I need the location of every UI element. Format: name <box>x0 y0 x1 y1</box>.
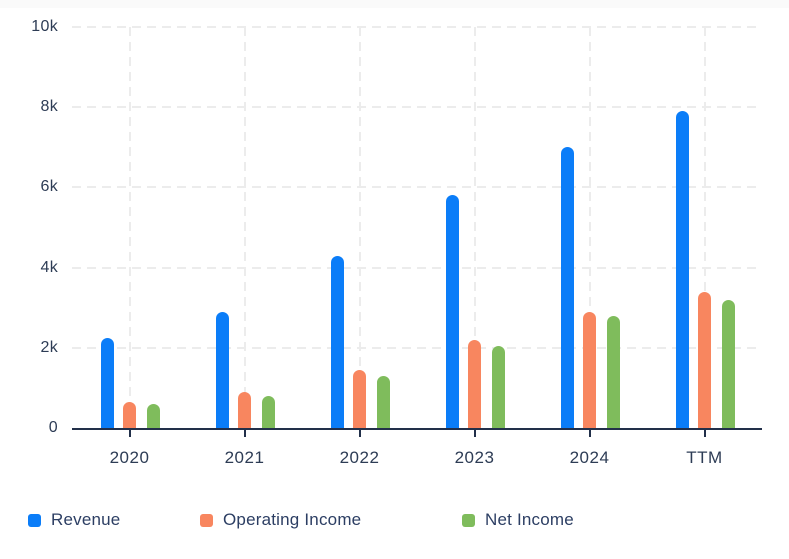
gridline-vertical-TTM <box>703 27 706 428</box>
bar-revenue-2022[interactable] <box>330 256 344 428</box>
y-axis-label-6k: 6k <box>40 178 58 196</box>
gridline-vertical-2021 <box>243 27 246 428</box>
gridline-vertical-2023 <box>473 27 476 428</box>
gridline-vertical-2024 <box>588 27 591 428</box>
bar-operating-income-2023[interactable] <box>468 340 481 428</box>
gridline-horizontal-4k <box>72 266 762 269</box>
x-axis-tick-2021 <box>243 428 246 437</box>
x-axis-label-2021: 2021 <box>224 448 265 467</box>
x-axis-tick-2023 <box>473 428 476 437</box>
bar-group-2024 <box>0 27 789 428</box>
x-axis-tick-2022 <box>358 428 361 437</box>
bar-net-income-2021[interactable] <box>261 396 275 428</box>
bar-net-income-ttm[interactable] <box>721 300 735 428</box>
gridline-horizontal-2k <box>72 346 762 349</box>
gridline-horizontal-8k <box>72 106 762 109</box>
y-axis-label-2k: 2k <box>40 338 58 356</box>
y-axis-label-8k: 8k <box>40 98 58 116</box>
bar-revenue-2020[interactable] <box>100 338 114 428</box>
bar-revenue-2024[interactable] <box>560 147 574 428</box>
chart-legend: Revenue Operating Income Net Income <box>0 510 789 536</box>
bar-group-2023 <box>0 27 789 428</box>
x-axis-tick-TTM <box>703 428 706 437</box>
legend-swatch-net-income <box>462 513 475 527</box>
page-top-edge <box>0 0 789 8</box>
bar-operating-income-2022[interactable] <box>353 370 366 428</box>
bar-group-2021 <box>0 27 789 428</box>
bar-operating-income-2020[interactable] <box>123 402 136 428</box>
x-axis-label-TTM: TTM <box>686 448 723 467</box>
bar-operating-income-ttm[interactable] <box>698 292 711 428</box>
bar-net-income-2023[interactable] <box>491 346 505 428</box>
x-axis-line <box>72 428 762 430</box>
legend-item-revenue[interactable]: Revenue <box>28 510 120 530</box>
legend-item-net-income[interactable]: Net Income <box>462 510 574 530</box>
bar-group-TTM <box>0 27 789 428</box>
legend-item-operating-income[interactable]: Operating Income <box>200 510 361 530</box>
bar-net-income-2024[interactable] <box>606 316 620 428</box>
x-axis-tick-2024 <box>588 428 591 437</box>
bar-revenue-ttm[interactable] <box>675 111 689 428</box>
legend-label: Net Income <box>485 510 574 529</box>
bar-operating-income-2021[interactable] <box>238 392 251 428</box>
bar-net-income-2020[interactable] <box>146 404 160 428</box>
bar-group-2022 <box>0 27 789 428</box>
legend-label: Revenue <box>51 510 121 529</box>
bar-net-income-2022[interactable] <box>376 376 390 428</box>
y-axis-label-0: 0 <box>48 419 58 436</box>
legend-swatch-operating-income <box>200 513 213 527</box>
gridline-horizontal-10k <box>72 26 762 28</box>
x-axis-label-2023: 2023 <box>454 448 495 467</box>
bar-revenue-2023[interactable] <box>445 195 459 428</box>
gridline-horizontal-6k <box>72 186 762 189</box>
gridline-vertical-2020 <box>128 27 131 428</box>
bar-group-2020 <box>0 27 789 428</box>
x-axis-tick-2020 <box>128 428 131 437</box>
legend-label: Operating Income <box>223 510 362 529</box>
legend-swatch-revenue <box>28 513 41 527</box>
gridline-vertical-2022 <box>358 27 361 428</box>
bar-operating-income-2024[interactable] <box>583 312 596 428</box>
y-axis-label-4k: 4k <box>40 258 58 276</box>
x-axis-label-2020: 2020 <box>109 448 150 467</box>
x-axis-label-2024: 2024 <box>569 448 610 467</box>
x-axis-label-2022: 2022 <box>339 448 380 467</box>
y-axis-label-10k: 10k <box>31 18 58 35</box>
bar-revenue-2021[interactable] <box>215 312 229 428</box>
